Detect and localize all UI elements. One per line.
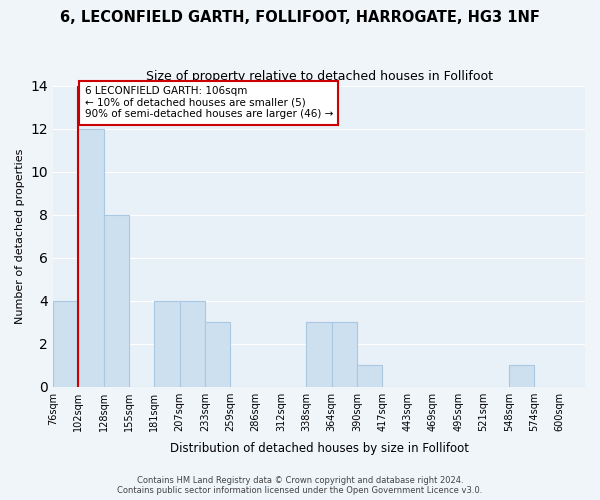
Bar [332, 322, 357, 386]
Title: Size of property relative to detached houses in Follifoot: Size of property relative to detached ho… [146, 70, 493, 83]
Bar [79, 128, 104, 386]
Bar [357, 365, 382, 386]
Y-axis label: Number of detached properties: Number of detached properties [15, 148, 25, 324]
Bar [509, 365, 535, 386]
Bar [307, 322, 332, 386]
X-axis label: Distribution of detached houses by size in Follifoot: Distribution of detached houses by size … [170, 442, 469, 455]
Bar [205, 322, 230, 386]
Bar [53, 300, 79, 386]
Text: Contains HM Land Registry data © Crown copyright and database right 2024.
Contai: Contains HM Land Registry data © Crown c… [118, 476, 482, 495]
Bar [154, 300, 179, 386]
Bar [104, 214, 129, 386]
Text: 6 LECONFIELD GARTH: 106sqm
← 10% of detached houses are smaller (5)
90% of semi-: 6 LECONFIELD GARTH: 106sqm ← 10% of deta… [85, 86, 333, 120]
Bar [179, 300, 205, 386]
Text: 6, LECONFIELD GARTH, FOLLIFOOT, HARROGATE, HG3 1NF: 6, LECONFIELD GARTH, FOLLIFOOT, HARROGAT… [60, 10, 540, 25]
